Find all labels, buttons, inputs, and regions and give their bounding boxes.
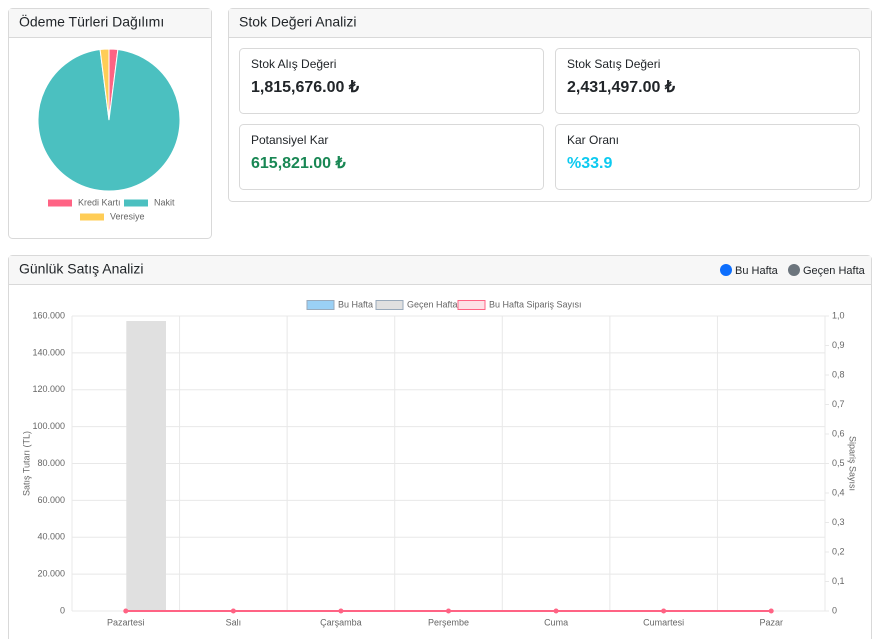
y2-tick-label: 0,7	[832, 399, 845, 409]
y2-axis-title: Sipariş Sayısı	[848, 436, 858, 491]
line-point	[768, 608, 774, 614]
legend-label: Bu Hafta Sipariş Sayısı	[489, 299, 582, 309]
stat-label: Stok Alış Değeri	[251, 57, 336, 71]
y-tick-label: 40.000	[37, 532, 65, 542]
y2-tick-label: 0,8	[832, 369, 845, 379]
y2-tick-label: 0	[832, 605, 837, 615]
stat-card	[555, 124, 860, 190]
y2-tick-label: 0,1	[832, 576, 845, 586]
x-tick-label: Salı	[226, 617, 242, 627]
legend-swatch	[306, 300, 335, 310]
y-tick-label: 140.000	[32, 347, 65, 357]
legend-dot	[720, 264, 732, 276]
stat-card	[555, 48, 860, 114]
legend-label: Bu Hafta	[735, 265, 779, 277]
y-tick-label: 120.000	[32, 384, 65, 394]
y-tick-label: 60.000	[37, 495, 65, 505]
panel-title: Ödeme Türleri Dağılımı	[19, 13, 164, 30]
stat-value: 615,821.00 ₺	[251, 155, 347, 172]
legend-label: Bu Hafta	[338, 299, 373, 309]
panel-title: Günlük Satış Analizi	[19, 261, 144, 277]
x-tick-label: Çarşamba	[320, 617, 362, 627]
legend-swatch	[457, 300, 486, 310]
stat-card	[239, 48, 544, 114]
legend-label: Veresiye	[110, 211, 145, 221]
line-point	[661, 608, 667, 614]
y-tick-label: 80.000	[37, 458, 65, 468]
legend-label: Nakit	[154, 197, 175, 207]
y2-tick-label: 0,6	[832, 428, 845, 438]
bar	[126, 321, 167, 612]
y-tick-label: 100.000	[32, 421, 65, 431]
legend-swatch	[48, 199, 72, 207]
pie-slice	[37, 48, 181, 192]
y-tick-label: 160.000	[32, 310, 65, 320]
x-tick-label: Pazar	[759, 617, 783, 627]
line-point	[230, 608, 236, 614]
legend-swatch	[80, 213, 104, 221]
y-axis-title: Satış Tutarı (TL)	[21, 431, 31, 496]
line-point	[446, 608, 451, 614]
stat-value: 1,815,676.00 ₺	[251, 79, 360, 96]
y2-tick-label: 0,3	[832, 517, 845, 527]
stat-label: Kar Oranı	[567, 133, 619, 147]
pie-slice	[99, 48, 110, 121]
stat-value: 2,431,497.00 ₺	[567, 79, 676, 96]
panel-header	[229, 9, 871, 37]
legend-swatch	[375, 300, 404, 310]
y2-tick-label: 0,9	[832, 340, 845, 350]
line-point	[338, 608, 344, 614]
stat-label: Stok Satış Değeri	[567, 57, 660, 71]
y2-tick-label: 0,5	[832, 458, 845, 468]
panel-header	[9, 256, 871, 284]
y-tick-label: 20.000	[37, 569, 65, 579]
x-tick-label: Cuma	[544, 617, 568, 627]
line-point	[123, 608, 129, 614]
stat-value: %33.9	[567, 155, 612, 172]
y-tick-label: 0	[60, 605, 65, 615]
stat-card	[239, 124, 544, 190]
y2-tick-label: 1,0	[832, 310, 845, 320]
y2-tick-label: 0,2	[832, 546, 845, 556]
legend-dot	[788, 264, 800, 276]
legend-label: Geçen Hafta	[407, 299, 458, 309]
x-tick-label: Cumartesi	[643, 617, 684, 627]
panel-title: Stok Değeri Analizi	[239, 14, 357, 30]
panel-header	[9, 9, 211, 37]
x-tick-label: Perşembe	[428, 617, 469, 627]
stat-label: Potansiyel Kar	[251, 133, 328, 147]
legend-label: Geçen Hafta	[803, 265, 866, 277]
legend-swatch	[124, 199, 148, 207]
line-point	[553, 608, 559, 614]
y2-tick-label: 0,4	[832, 487, 845, 497]
legend-label: Kredi Kartı	[78, 197, 121, 207]
x-tick-label: Pazartesi	[107, 617, 145, 627]
